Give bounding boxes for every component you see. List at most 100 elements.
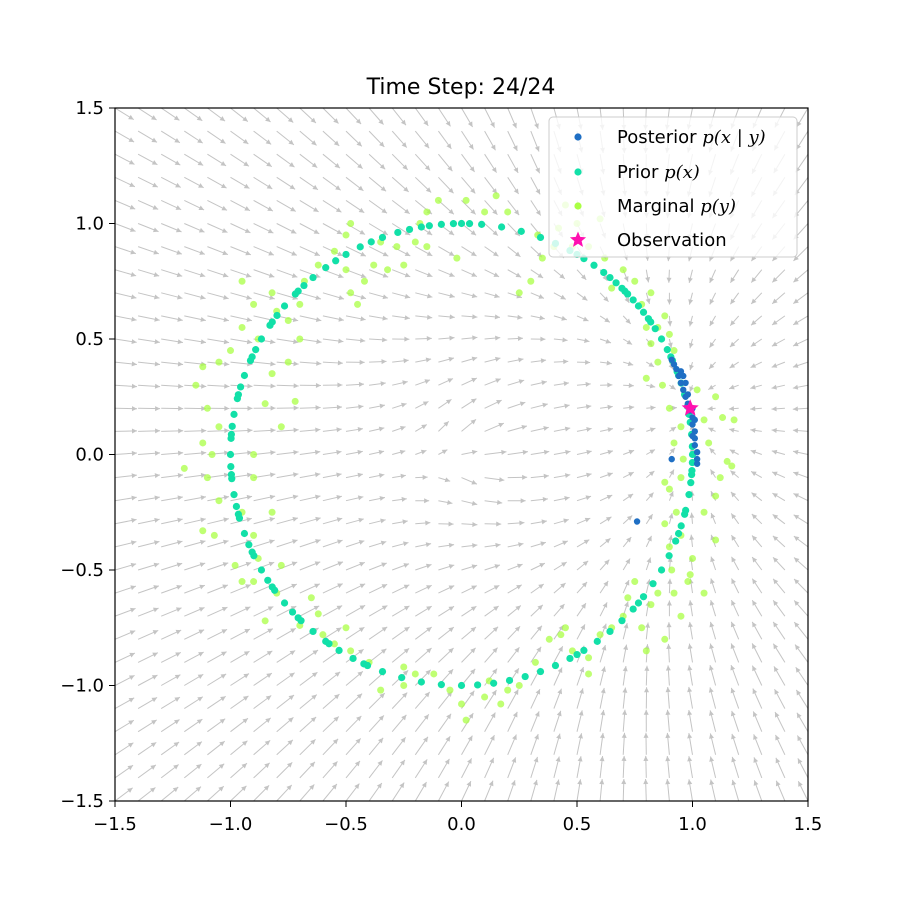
field-arrow: [484, 422, 505, 432]
marginal-point: [203, 474, 211, 482]
field-arrow: [230, 740, 248, 756]
field-arrow: [599, 338, 612, 344]
field-arrow: [184, 338, 207, 345]
field-arrow: [345, 670, 364, 686]
field-arrow: [115, 674, 135, 686]
field-arrow: [115, 742, 134, 756]
field-arrow: [415, 474, 428, 480]
field-arrow: [484, 477, 505, 483]
field-arrow: [207, 606, 228, 617]
prior-point: [398, 674, 406, 682]
field-arrow: [253, 361, 276, 367]
field-arrow: [666, 269, 672, 283]
field-arrow: [322, 627, 342, 640]
marginal-point: [268, 289, 276, 297]
prior-point: [663, 346, 671, 354]
field-arrow: [345, 583, 366, 594]
prior-point: [280, 599, 289, 607]
field-arrow: [115, 764, 134, 779]
prior-point: [234, 391, 242, 399]
field-arrow: [461, 335, 478, 341]
field-arrow: [207, 740, 226, 756]
field-arrow: [530, 108, 539, 129]
field-arrow: [115, 269, 137, 277]
field-arrow: [438, 269, 455, 277]
marginal-point: [492, 192, 500, 200]
field-arrow: [415, 563, 432, 571]
prior-point: [521, 672, 529, 681]
prior-point: [248, 548, 256, 556]
prior-point: [685, 491, 693, 499]
field-arrow: [484, 647, 498, 663]
field-arrow: [368, 108, 384, 125]
prior-point: [606, 273, 614, 282]
field-arrow: [230, 315, 253, 323]
field-arrow: [368, 246, 389, 257]
field-arrow: [345, 108, 362, 125]
marginal-point: [291, 397, 299, 405]
field-arrow: [230, 494, 253, 502]
field-arrow: [645, 535, 652, 548]
marginal-point: [481, 693, 489, 701]
field-arrow: [415, 292, 433, 299]
field-arrow: [322, 360, 343, 366]
field-arrow: [115, 406, 138, 412]
field-arrow: [461, 269, 478, 277]
x-axis: −1.5 −1.0 −0.5 0.0 0.5 1.0 1.5: [93, 801, 822, 835]
field-arrow: [369, 496, 386, 502]
field-arrow: [276, 561, 298, 571]
prior-point: [639, 308, 648, 316]
field-arrow: [391, 605, 410, 617]
field-arrow: [391, 584, 410, 594]
marginal-point: [238, 277, 246, 285]
field-arrow: [553, 449, 571, 455]
field-arrow: [665, 732, 671, 755]
field-arrow: [368, 605, 388, 617]
marginal-point: [296, 300, 304, 308]
field-arrow: [160, 719, 180, 733]
field-arrow: [184, 562, 206, 571]
marginal-point: [277, 423, 285, 431]
field-arrow: [115, 246, 137, 255]
field-arrow: [599, 292, 609, 303]
field-arrow: [207, 695, 226, 710]
posterior-point: [677, 368, 685, 375]
field-arrow: [665, 779, 671, 801]
field-arrow: [137, 176, 159, 188]
y-axis: −1.5 −1.0 −0.5 0.0 0.5 1.0 1.5: [60, 98, 115, 812]
field-arrow: [184, 450, 207, 456]
field-arrow: [553, 733, 561, 755]
field-arrow: [623, 405, 635, 411]
field-arrow: [345, 315, 366, 322]
field-arrow: [750, 384, 762, 390]
field-arrow: [796, 108, 808, 128]
field-arrow: [299, 649, 319, 663]
field-arrow: [576, 404, 592, 410]
field-arrow: [753, 734, 763, 755]
field-arrow: [438, 356, 455, 363]
field-arrow: [507, 424, 528, 432]
field-arrow: [484, 108, 495, 128]
field-arrow: [138, 315, 160, 322]
field-arrow: [230, 450, 253, 456]
chart-title: Time Step: 24/24: [366, 75, 556, 100]
field-arrow: [796, 712, 808, 732]
field-arrow: [391, 200, 410, 215]
field-arrow: [322, 404, 343, 410]
field-arrow: [137, 674, 158, 686]
posterior-points: [633, 356, 701, 525]
field-arrow: [576, 381, 591, 387]
field-arrow: [751, 556, 763, 571]
marginal-point: [712, 492, 720, 500]
field-arrow: [438, 292, 455, 299]
field-arrow: [207, 428, 230, 434]
field-arrow: [160, 108, 180, 121]
field-arrow: [391, 692, 408, 709]
prior-point: [612, 279, 620, 287]
field-arrow: [115, 199, 136, 210]
field-arrow: [775, 757, 786, 779]
field-arrow: [392, 292, 411, 299]
field-arrow: [750, 427, 762, 433]
marginal-point: [531, 658, 539, 666]
